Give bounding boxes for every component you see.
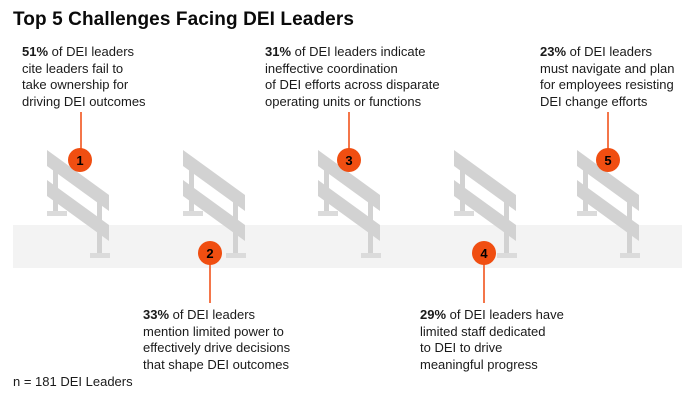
text-line: of DEI efforts across disparate (265, 77, 440, 92)
text-line: of DEI leaders (569, 44, 653, 59)
challenge-1-badge: 1 (68, 148, 92, 172)
connector-line (483, 264, 485, 303)
challenge-2-badge: 2 (198, 241, 222, 265)
text-line: that shape DEI outcomes (143, 356, 289, 372)
badge-number: 3 (345, 152, 353, 168)
hurdle-barrier-icon (454, 150, 517, 258)
text-line: 29% of DEI leaders have (420, 307, 564, 324)
text-line: limited staff dedicated (420, 323, 546, 339)
challenge-4-text: 29% of DEI leaders have limited staff de… (420, 307, 564, 373)
text-line: 31% of DEI leaders indicate (265, 44, 440, 61)
text-line: 23% of DEI leaders (540, 44, 674, 61)
hurdle-barrier-icon (318, 150, 381, 258)
challenge-1-text: 51% of DEI leaders cite leaders fail to … (22, 44, 146, 110)
badge-number: 4 (480, 245, 488, 261)
challenge-5-badge: 5 (596, 148, 620, 172)
text-line: operating units or functions (265, 93, 422, 109)
stat-value: 29% (420, 307, 447, 322)
challenge-4-badge: 4 (472, 241, 496, 265)
text-line: cite leaders fail to (22, 60, 124, 76)
text-line: ineffective coordination (265, 60, 398, 76)
text-line: take ownership for (22, 77, 129, 92)
text-line: effectively drive decisions (143, 340, 291, 355)
stat-value: 33% (143, 307, 170, 322)
challenge-5-text: 23% of DEI leaders must navigate and pla… (540, 44, 674, 110)
hurdle-barrier-icon (47, 150, 110, 258)
connector-line (348, 112, 350, 154)
stat-value: 31% (265, 44, 292, 59)
text-line: to DEI to drive (420, 340, 503, 355)
ground-band (13, 225, 682, 268)
text-line: for employees resisting (540, 77, 674, 92)
stat-value: 23% (540, 44, 567, 59)
connector-line (80, 112, 82, 154)
badge-number: 5 (604, 152, 612, 168)
text-line: 33% of DEI leaders (143, 307, 290, 324)
text-line: meaningful progress (420, 356, 538, 372)
text-line: of DEI leaders (51, 44, 135, 59)
text-line: mention limited power to (143, 323, 284, 339)
text-line: of DEI leaders (172, 307, 256, 322)
challenge-2-text: 33% of DEI leaders mention limited power… (143, 307, 290, 373)
text-line: of DEI leaders indicate (294, 44, 426, 59)
hurdle-barrier-icon (183, 150, 246, 258)
text-line: DEI change efforts (540, 93, 648, 109)
challenge-3-badge: 3 (337, 148, 361, 172)
challenge-3-text: 31% of DEI leaders indicate ineffective … (265, 44, 440, 110)
stat-value: 51% (22, 44, 49, 59)
text-line: 51% of DEI leaders (22, 44, 146, 61)
connector-line (607, 112, 609, 154)
badge-number: 2 (206, 245, 214, 261)
page-title: Top 5 Challenges Facing DEI Leaders (13, 9, 355, 30)
text-line: of DEI leaders have (449, 307, 564, 322)
text-line: driving DEI outcomes (22, 93, 146, 109)
sample-size-note: n = 181 DEI Leaders (13, 374, 133, 389)
connector-line (209, 264, 211, 303)
text-line: must navigate and plan (540, 60, 675, 76)
hurdle-barrier-icon (577, 150, 640, 258)
badge-number: 1 (76, 152, 84, 168)
